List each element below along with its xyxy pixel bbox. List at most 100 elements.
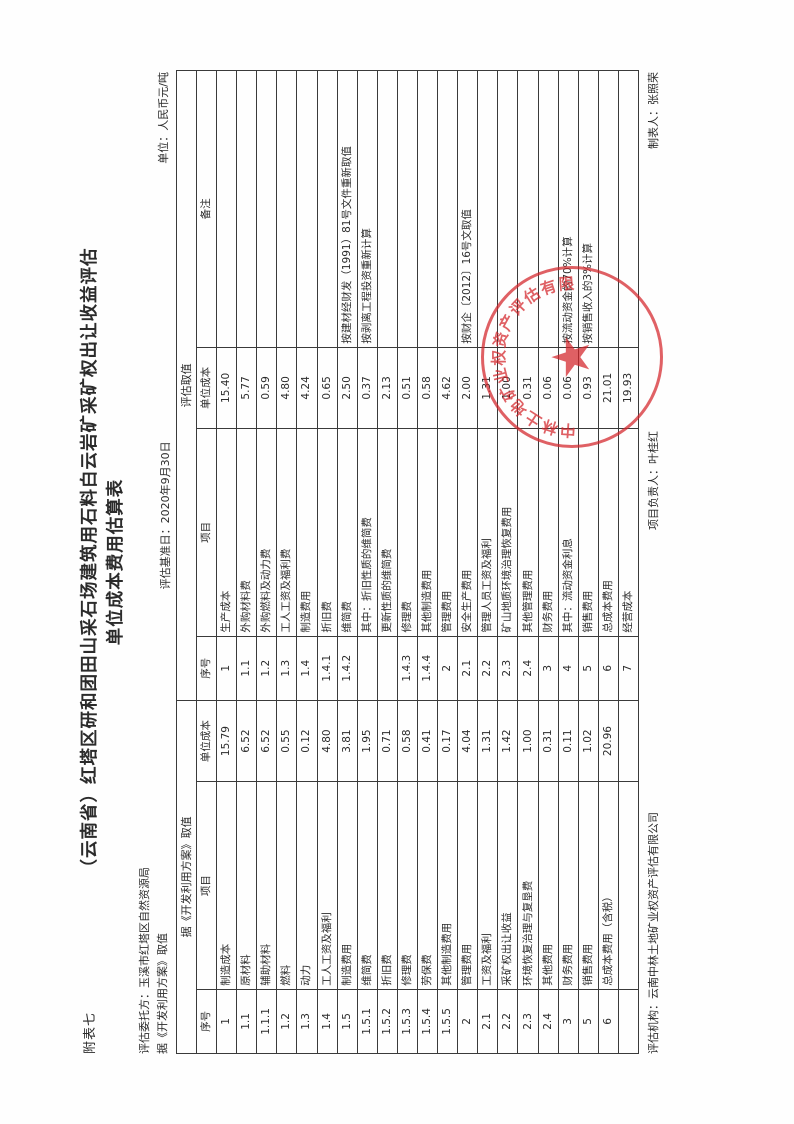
right-remark-cell bbox=[477, 70, 498, 348]
right-seq-cell: 1.4.3 bbox=[397, 636, 418, 701]
left-cost-cell: 15.79 bbox=[216, 700, 237, 782]
left-cost-cell: 0.17 bbox=[437, 700, 458, 782]
left-item-cell: 维简费 bbox=[357, 781, 378, 990]
right-item-cell: 其中：折旧性质的维简费 bbox=[357, 428, 378, 637]
left-item-cell: 其他费用 bbox=[538, 781, 559, 990]
right-cost-cell: 19.93 bbox=[618, 347, 639, 429]
left-seq-cell: 2.4 bbox=[538, 989, 559, 1054]
left-cost-cell: 0.31 bbox=[538, 700, 559, 782]
left-item-cell: 制造费用 bbox=[337, 781, 358, 990]
right-item-cell: 修理费 bbox=[397, 428, 418, 637]
client-label: 评估委托方：玉溪市红塔区自然资源局 bbox=[137, 867, 151, 1054]
left-cost-cell: 0.55 bbox=[276, 700, 297, 782]
right-remark-cell bbox=[377, 70, 398, 348]
table-row: 2.4 其他费用 0.31 3 财务费用 0.06 bbox=[538, 70, 559, 1054]
left-cost-cell: 6.52 bbox=[236, 700, 257, 782]
left-seq-cell: 1.5.2 bbox=[377, 989, 398, 1054]
left-item-cell: 工人工资及福利 bbox=[317, 781, 338, 990]
right-item-cell: 工人工资及福利费 bbox=[276, 428, 297, 637]
left-item-cell: 其他制造费用 bbox=[437, 781, 458, 990]
right-remark-cell bbox=[216, 70, 237, 348]
table-row: 5 销售费用 1.02 5 销售费用 0.93 按销售收入的3%计算 bbox=[578, 70, 599, 1054]
left-item-cell: 辅助材料 bbox=[256, 781, 277, 990]
table-row: 2.3 环境恢复治理与复垦费 1.00 2.4 其他管理费用 0.31 bbox=[517, 70, 539, 1054]
right-item-cell: 制造费用 bbox=[296, 428, 318, 637]
right-remark-cell bbox=[618, 70, 639, 348]
right-cost-cell: 0.06 bbox=[558, 347, 579, 429]
left-cost-cell: 0.41 bbox=[417, 700, 438, 782]
attachment-number: 附表七 bbox=[83, 1011, 98, 1054]
table-row: 2.2 采矿权出让收益 1.42 2.3 矿山地质环境治理恢复费用 1.00 bbox=[497, 70, 518, 1054]
unit-label: 单位：人民币元/吨 bbox=[156, 72, 170, 164]
right-cost-cell: 4.62 bbox=[437, 347, 458, 429]
table-body: 1 制造成本 15.79 1 生产成本 15.40 1.1 原材料 6.52 1.1 外购材料费 5.… bbox=[216, 70, 639, 1054]
left-item-cell: 修理费 bbox=[397, 781, 418, 990]
left-cost-cell: 20.96 bbox=[598, 700, 619, 782]
right-remark-cell bbox=[317, 70, 338, 348]
left-cost-cell: 1.31 bbox=[477, 700, 498, 782]
left-cost-cell: 6.52 bbox=[256, 700, 277, 782]
right-item-cell: 外购燃料及动力费 bbox=[256, 428, 277, 637]
right-seq-cell bbox=[377, 636, 398, 701]
right-item-cell: 财务费用 bbox=[538, 428, 559, 637]
project-leader-label: 项目负责人：叶桂红 bbox=[647, 431, 661, 530]
left-cost-cell: 1.42 bbox=[497, 700, 518, 782]
table-row: 1.3 动力 0.12 1.4 制造费用 4.24 bbox=[296, 70, 318, 1054]
right-cost-cell: 2.50 bbox=[337, 347, 358, 429]
table-row: 6 总成本费用（含税） 20.96 6 总成本费用 21.01 bbox=[598, 70, 619, 1054]
left-cost-cell: 0.11 bbox=[558, 700, 579, 782]
base-date-label: 评估基准日：2020年9月30日 bbox=[158, 441, 172, 590]
left-seq-cell bbox=[618, 989, 639, 1054]
right-cost-cell: 0.58 bbox=[417, 347, 438, 429]
right-item-cell: 经营成本 bbox=[618, 428, 639, 637]
left-cost-cell: 3.81 bbox=[337, 700, 358, 782]
left-seq-cell: 1.5.5 bbox=[437, 989, 458, 1054]
right-cost-cell: 4.24 bbox=[296, 347, 318, 429]
unit-cost-estimate-table: 据《开发利用方案》取值 评估取值 序号 项目 单位成本 序号 项目 单位成本 备… bbox=[176, 70, 639, 1054]
right-item-cell: 管理费用 bbox=[437, 428, 458, 637]
left-seq-cell: 1.2 bbox=[276, 989, 297, 1054]
left-item-cell: 环境恢复治理与复垦费 bbox=[517, 781, 539, 990]
right-remark-cell bbox=[497, 70, 518, 348]
table-row: 1.1 原材料 6.52 1.1 外购材料费 5.77 bbox=[236, 70, 257, 1054]
right-remark-cell bbox=[437, 70, 458, 348]
col-header-right-remark: 备注 bbox=[196, 70, 217, 348]
right-cost-cell: 21.01 bbox=[598, 347, 619, 429]
right-item-cell: 其中：流动资金利息 bbox=[558, 428, 579, 637]
left-item-cell: 制造成本 bbox=[216, 781, 237, 990]
right-cost-cell: 5.77 bbox=[236, 347, 257, 429]
left-seq-cell: 1.5.1 bbox=[357, 989, 378, 1054]
document-meta-row: 评估委托方：玉溪市红塔区自然资源局 据《开发利用方案》取值 评估基准日：2020… bbox=[136, 62, 173, 1062]
left-seq-cell: 1.3 bbox=[296, 989, 318, 1054]
right-remark-cell: 按财企〔2012〕16号文取值 bbox=[457, 70, 478, 348]
left-seq-cell: 1.1 bbox=[236, 989, 257, 1054]
right-item-cell: 销售费用 bbox=[578, 428, 599, 637]
table-row: 1.5.3 修理费 0.58 1.4.3 修理费 0.51 bbox=[397, 70, 418, 1054]
table-row: 7 经营成本 19.93 bbox=[618, 70, 639, 1054]
right-remark-cell bbox=[417, 70, 438, 348]
right-item-cell: 外购材料费 bbox=[236, 428, 257, 637]
right-group-header: 评估取值 bbox=[176, 70, 197, 701]
page-title-line2: 单位成本费用估算表 bbox=[106, 478, 127, 646]
right-seq-cell: 1.3 bbox=[276, 636, 297, 701]
left-item-cell: 工资及福利 bbox=[477, 781, 498, 990]
left-item-cell: 燃料 bbox=[276, 781, 297, 990]
right-cost-cell: 0.06 bbox=[538, 347, 559, 429]
table-row: 1.2 燃料 0.55 1.3 工人工资及福利费 4.80 bbox=[276, 70, 297, 1054]
table-row: 3 财务费用 0.11 4 其中：流动资金利息 0.06 按流动资金的70%计算 bbox=[558, 70, 579, 1054]
left-cost-cell: 0.58 bbox=[397, 700, 418, 782]
right-seq-cell: 1.4.2 bbox=[337, 636, 358, 701]
left-item-cell: 劳保费 bbox=[417, 781, 438, 990]
left-seq-cell: 1.1.1 bbox=[256, 989, 277, 1054]
right-remark-cell bbox=[598, 70, 619, 348]
table-row: 1.5.4 劳保费 0.41 1.4.4 其他制造费用 0.58 bbox=[417, 70, 438, 1054]
basis-label: 据《开发利用方案》取值 bbox=[156, 933, 170, 1054]
right-item-cell: 管理人员工资及福利 bbox=[477, 428, 498, 637]
table-row: 1.1.1 辅助材料 6.52 1.2 外购燃料及动力费 0.59 bbox=[256, 70, 277, 1054]
table-group-header-row: 据《开发利用方案》取值 评估取值 bbox=[176, 70, 197, 1054]
left-item-cell: 销售费用 bbox=[578, 781, 599, 990]
company-label: 评估机构：云南中林土地矿业权资产评估有限公司 bbox=[647, 812, 661, 1054]
right-seq-cell: 2.4 bbox=[517, 636, 539, 701]
left-cost-cell bbox=[618, 700, 639, 782]
right-remark-cell bbox=[296, 70, 318, 348]
